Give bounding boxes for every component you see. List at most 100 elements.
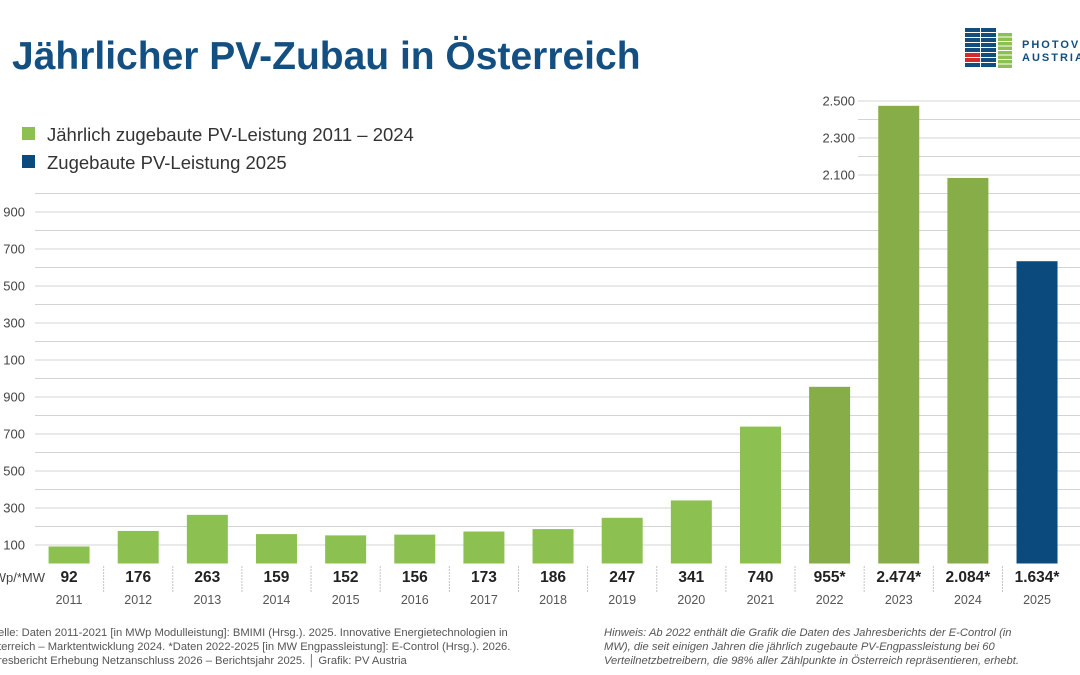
value-label: 159 (264, 569, 290, 586)
bar-2014 (255, 534, 297, 564)
value-label: 740 (748, 569, 774, 586)
source-line-3: resbericht Erhebung Netzanschluss 2026 –… (0, 653, 407, 668)
logo-block (981, 63, 996, 67)
bar-2023 (878, 105, 920, 564)
logo-battery-cell (998, 42, 1012, 46)
bar-2019 (601, 517, 643, 564)
x-tick-label: 2020 (677, 593, 705, 607)
value-label: 2.084* (945, 569, 991, 586)
x-tick-label: 2018 (539, 593, 567, 607)
bar-2013 (186, 514, 228, 564)
y-tick-label: 700 (3, 427, 25, 442)
x-tick-label: 2013 (193, 593, 221, 607)
hint-note: Hinweis: Ab 2022 enthält die Grafik die … (604, 627, 1019, 667)
x-tick-label: 2016 (401, 593, 429, 607)
value-label: 247 (609, 569, 635, 586)
logo-battery-cell (998, 33, 1012, 37)
x-tick-label: 2023 (885, 593, 913, 607)
legend-label-2025: Zugebaute PV-Leistung 2025 (47, 152, 287, 173)
value-label: 955* (814, 569, 847, 586)
value-label: 92 (60, 569, 77, 586)
value-label: 156 (402, 569, 428, 586)
logo-text-line2: AUSTRIA (1022, 52, 1080, 64)
y-tick-label-right: 2.100 (822, 168, 855, 183)
bar-2021 (739, 426, 781, 564)
value-label: 176 (125, 569, 151, 586)
logo-block (965, 58, 980, 62)
logo-block (981, 33, 996, 37)
logo-battery-cell (998, 37, 1012, 41)
bar-2025 (1016, 261, 1058, 564)
y-tick-label-right: 2.500 (822, 94, 855, 109)
y-tick-label: 500 (3, 279, 25, 294)
logo-block (981, 28, 996, 32)
x-tick-label: 2015 (332, 593, 360, 607)
x-tick-label: 2014 (263, 593, 291, 607)
bar-2016 (394, 534, 436, 564)
x-tick-label: 2012 (124, 593, 152, 607)
logo-battery-cell (998, 46, 1012, 50)
x-tick-label: 2017 (470, 593, 498, 607)
value-label: 152 (333, 569, 359, 586)
value-label: 341 (678, 569, 704, 586)
source-line-2: terreich – Marktentwicklung 2024. *Daten… (0, 641, 510, 653)
logo-battery-cell (998, 55, 1012, 59)
y-tick-label: 500 (3, 464, 25, 479)
y-tick-label: 900 (3, 205, 25, 220)
hint-line-2: MW), die seit einigen Jahren die jährlic… (604, 641, 996, 653)
logo-block (981, 53, 996, 57)
legend: Jährlich zugebaute PV-Leistung 2011 – 20… (22, 124, 414, 173)
logo-block (965, 33, 980, 37)
unit-label: Wp/*MW (0, 570, 46, 585)
hint-line-3: Verteilnetzbetreibern, die 98% aller Zäh… (604, 655, 1019, 667)
logo-block (965, 63, 980, 67)
value-label: 1.634* (1015, 569, 1061, 586)
logo-block (981, 43, 996, 47)
logo-battery-cell (998, 64, 1012, 68)
legend-label-2011-2024: Jährlich zugebaute PV-Leistung 2011 – 20… (47, 124, 414, 145)
legend-swatch-green (22, 127, 35, 140)
bar-2012 (117, 530, 159, 564)
logo-block (965, 38, 980, 42)
x-tick-label: 2022 (816, 593, 844, 607)
source-note: elle: Daten 2011-2021 [in MWp Modulleist… (0, 627, 510, 668)
hint-line-1: Hinweis: Ab 2022 enthält die Grafik die … (604, 627, 1012, 639)
bar-2020 (670, 500, 712, 564)
y-tick-label: 100 (3, 353, 25, 368)
value-label: 263 (194, 569, 220, 586)
value-label: 173 (471, 569, 497, 586)
bar-2017 (463, 531, 505, 564)
logo-block (965, 28, 980, 32)
source-line-1: elle: Daten 2011-2021 [in MWp Modulleist… (0, 627, 508, 639)
logo-battery-cell (998, 60, 1012, 64)
value-label: 186 (540, 569, 566, 586)
value-label: 2.474* (876, 569, 922, 586)
bar-2018 (532, 529, 574, 564)
x-tick-label: 2024 (954, 593, 982, 607)
legend-swatch-navy (22, 155, 35, 168)
bar-2024 (947, 177, 989, 564)
y-tick-label-right: 2.300 (822, 131, 855, 146)
y-tick-label: 300 (3, 316, 25, 331)
logo-block (981, 38, 996, 42)
logo-block (981, 58, 996, 62)
bar-2011 (48, 546, 90, 564)
logo-block (965, 48, 980, 52)
y-tick-label: 700 (3, 242, 25, 257)
y-tick-label: 300 (3, 501, 25, 516)
y-tick-label: 900 (3, 390, 25, 405)
logo-text-line1: PHOTOVOI (1022, 39, 1080, 51)
logo-battery-cell (998, 51, 1012, 55)
bar-2015 (325, 535, 367, 564)
logo: PHOTOVOI AUSTRIA (965, 28, 1080, 68)
x-tick-label: 2019 (608, 593, 636, 607)
x-tick-label: 2021 (747, 593, 775, 607)
bar-2022 (809, 386, 851, 564)
logo-block (965, 43, 980, 47)
y-tick-label: 100 (3, 538, 25, 553)
x-tick-label: 2011 (56, 593, 83, 607)
logo-block (965, 53, 980, 57)
x-tick-label: 2025 (1023, 593, 1051, 607)
chart-title: Jährlicher PV-Zubau in Österreich (12, 35, 641, 78)
